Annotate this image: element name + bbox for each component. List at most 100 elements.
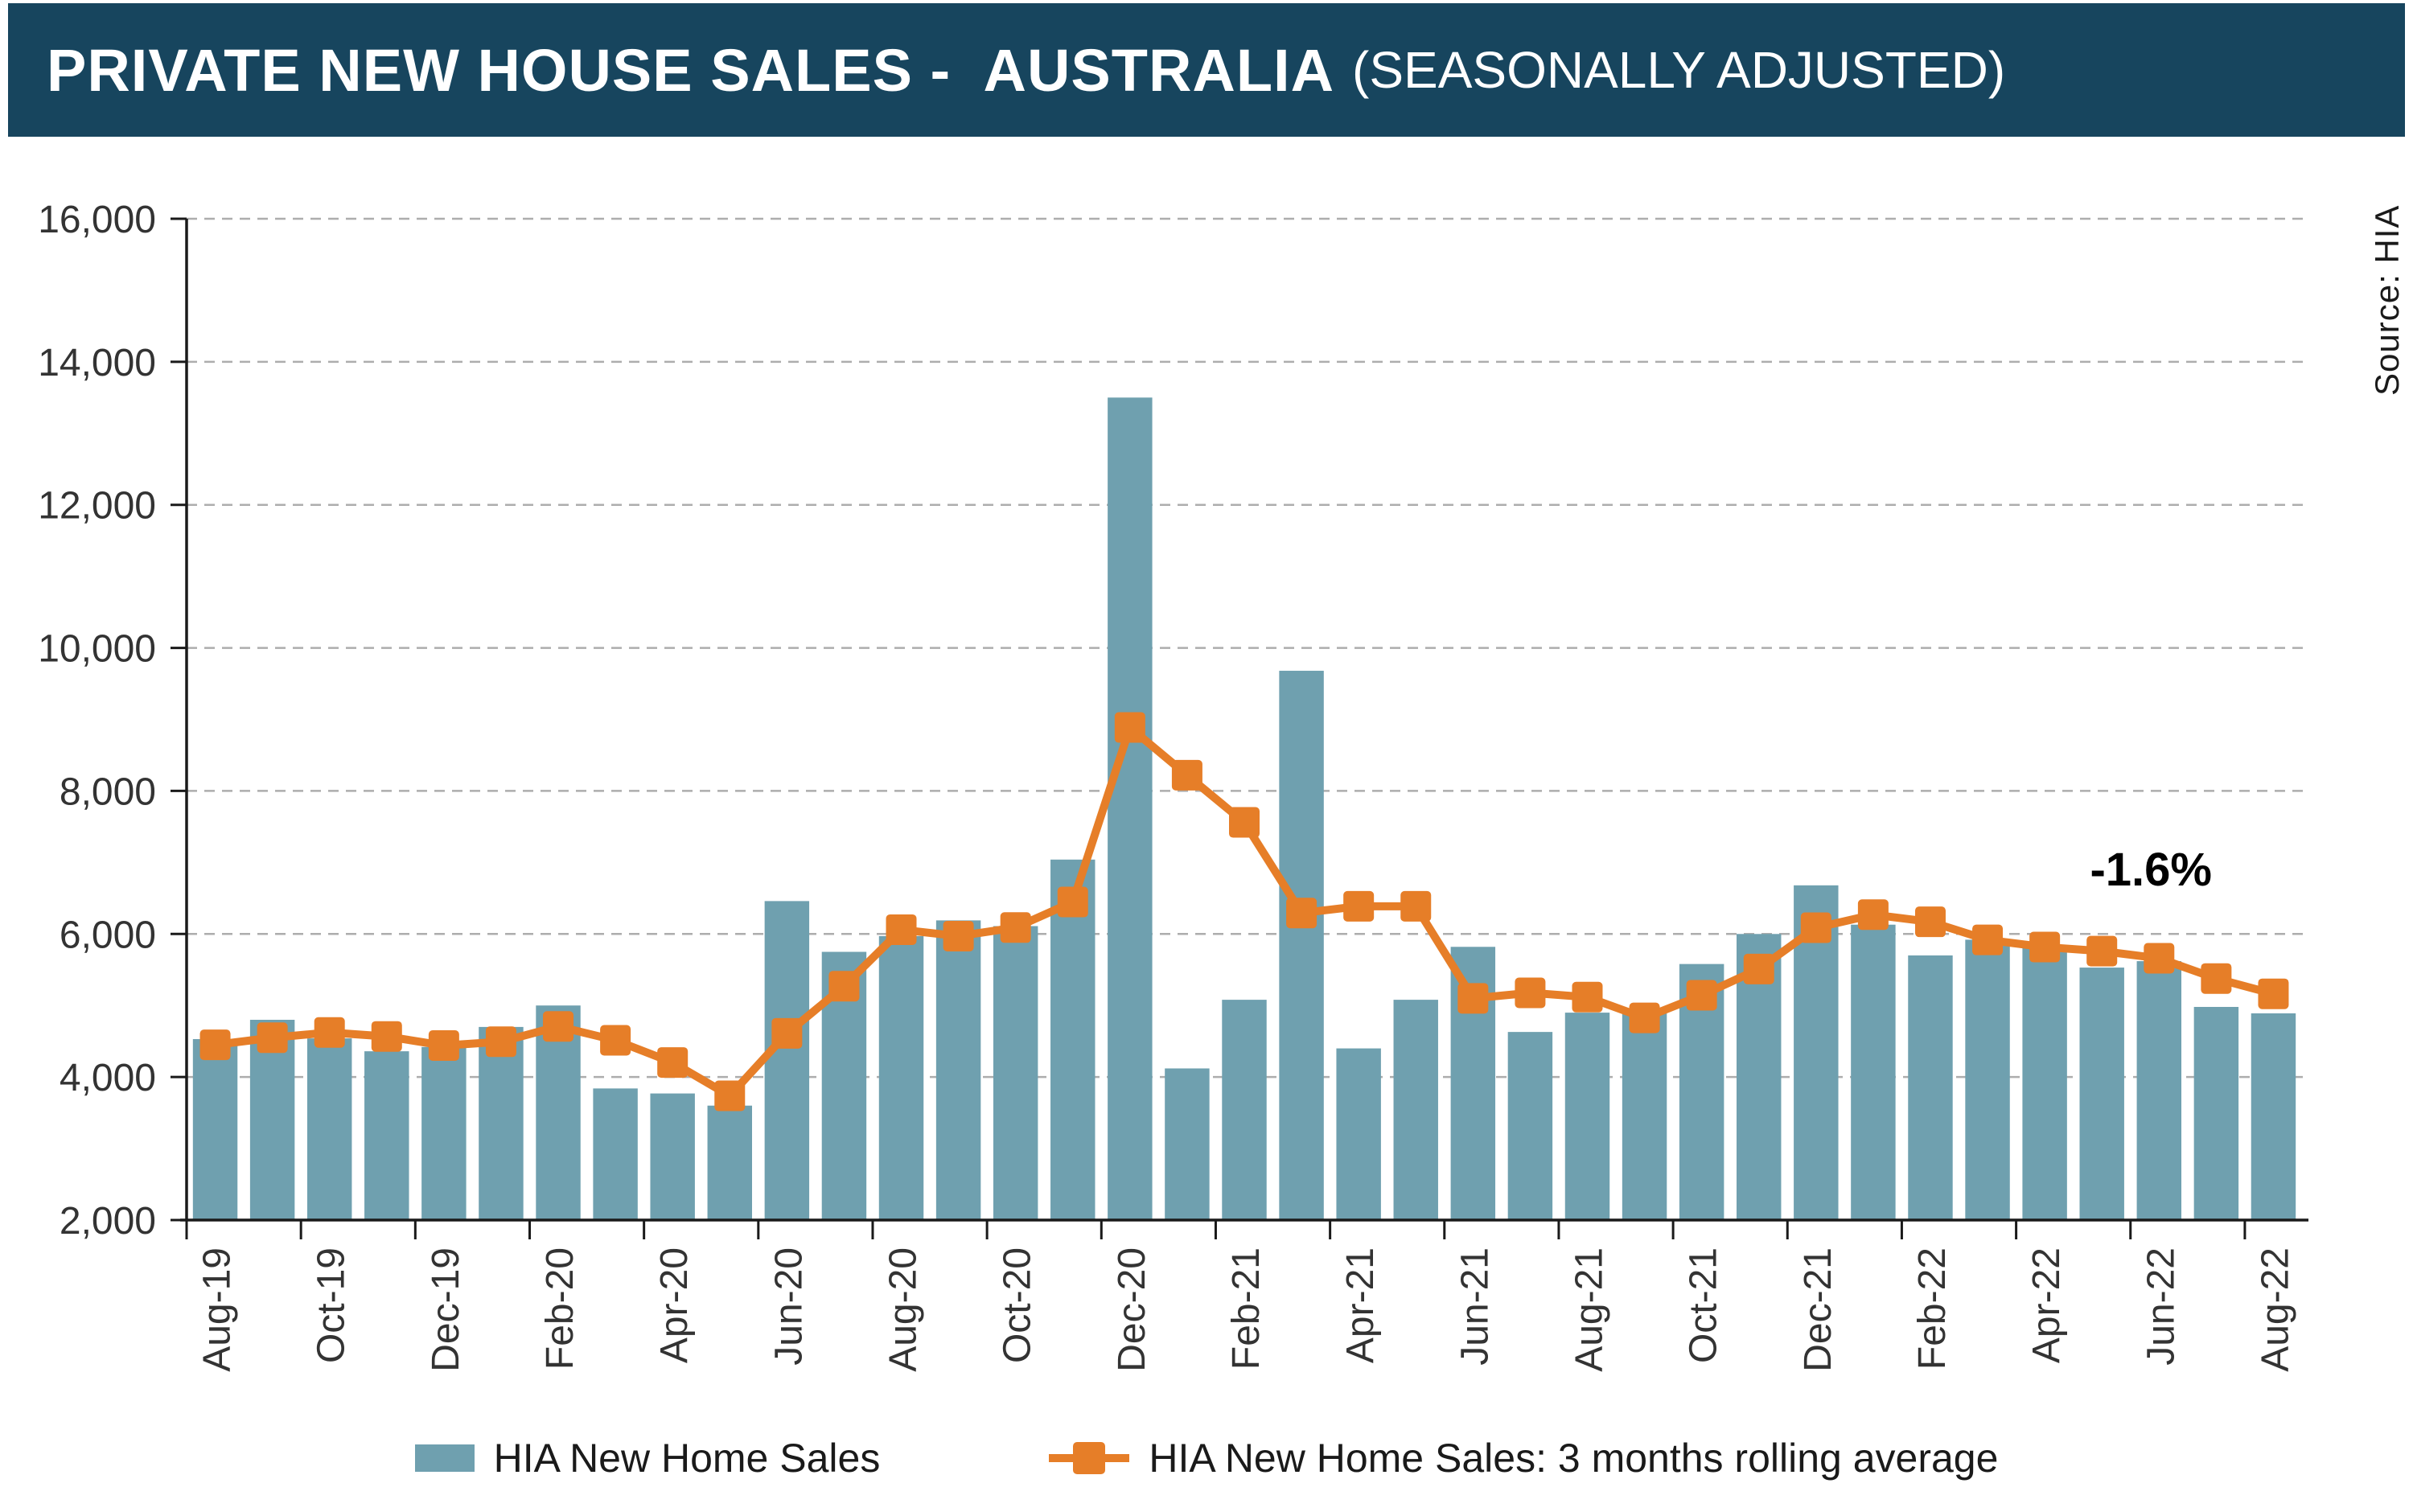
bar-Jun-20 [764, 901, 810, 1220]
rolling-average-marker-Aug-22 [2258, 978, 2289, 1009]
rolling-average-marker-Aug-21 [1572, 981, 1603, 1013]
x-tick-label: Aug-22 [2254, 1247, 2296, 1372]
rolling-average-marker-Jun-21 [1457, 983, 1489, 1014]
x-tick-label: Dec-19 [425, 1247, 467, 1372]
line-series-swatch [1049, 1441, 1130, 1475]
bar-Aug-20 [878, 935, 924, 1220]
bar-May-20 [707, 1105, 752, 1220]
rolling-average-marker-Jul-22 [2201, 963, 2232, 994]
bar-Aug-21 [1564, 1013, 1610, 1220]
rolling-average-marker-May-21 [1400, 890, 1432, 922]
bar-Apr-21 [1336, 1048, 1381, 1220]
x-tick-label: Feb-20 [539, 1247, 582, 1370]
bar-May-21 [1393, 1000, 1438, 1220]
rolling-average-marker-Apr-21 [1343, 890, 1375, 922]
rolling-average-marker-Apr-22 [2029, 931, 2061, 963]
rolling-average-marker-Jan-21 [1171, 759, 1202, 791]
y-tick-label: 10,000 [38, 628, 156, 671]
rolling-average-marker-Jul-20 [828, 971, 860, 1002]
bar-Sep-20 [935, 920, 981, 1220]
rolling-average-marker-Mar-22 [1972, 924, 2004, 955]
x-tick-label: Aug-21 [1568, 1247, 1610, 1372]
page-title-suffix: (SEASONALLY ADJUSTED) [1352, 41, 2006, 99]
rolling-average-marker-Jul-21 [1515, 977, 1546, 1009]
bar-Jan-21 [1165, 1068, 1210, 1220]
x-tick-label: Oct-21 [1683, 1247, 1725, 1363]
rolling-average-marker-Dec-20 [1114, 712, 1145, 743]
bar-Apr-20 [650, 1093, 695, 1220]
rolling-average-marker-Sep-20 [943, 920, 974, 951]
legend-item-rolling-average: HIA New Home Sales: 3 months rolling ave… [1049, 1435, 1998, 1481]
y-tick-label: 12,000 [38, 485, 156, 528]
legend-label: HIA New Home Sales: 3 months rolling ave… [1149, 1436, 1999, 1481]
rolling-average-marker-Apr-20 [657, 1047, 689, 1079]
rolling-average-marker-Feb-20 [543, 1011, 574, 1042]
bar-Mar-21 [1279, 671, 1324, 1220]
x-tick-label: Aug-20 [882, 1247, 925, 1372]
bar-Mar-22 [1965, 939, 2010, 1220]
bar-Jul-22 [2193, 1006, 2239, 1220]
x-tick-label: Jun-22 [2140, 1247, 2182, 1366]
bar-Jan-22 [1851, 924, 1896, 1220]
rolling-average-marker-Feb-21 [1229, 807, 1260, 838]
bar-Apr-22 [2022, 946, 2067, 1220]
x-tick-label: Apr-21 [1339, 1247, 1382, 1363]
source-note: Source: HIA [2368, 204, 2406, 396]
rolling-average-marker-Nov-19 [371, 1021, 402, 1052]
bar-Aug-19 [192, 1039, 238, 1220]
rolling-average-marker-May-20 [714, 1080, 746, 1111]
rolling-average-marker-Mar-21 [1286, 898, 1317, 929]
rolling-average-marker-Aug-19 [199, 1029, 231, 1061]
rolling-average-marker-Oct-21 [1686, 980, 1717, 1011]
bar-Jun-22 [2136, 961, 2182, 1220]
bar-Mar-20 [593, 1088, 638, 1220]
y-tick-label: 6,000 [60, 914, 156, 956]
y-tick-label: 16,000 [38, 199, 156, 241]
x-tick-label: Dec-21 [1797, 1247, 1840, 1372]
rolling-average-marker-Dec-21 [1800, 912, 1831, 943]
bar-Dec-20 [1108, 397, 1153, 1221]
bar-Nov-20 [1050, 859, 1096, 1220]
x-tick-label: Jun-21 [1453, 1247, 1496, 1366]
rolling-average-marker-Mar-20 [600, 1025, 631, 1056]
rolling-average-marker-Sep-19 [257, 1022, 288, 1054]
rolling-average-marker-Oct-20 [1000, 912, 1031, 943]
rolling-average-marker-Jun-22 [2144, 943, 2175, 974]
rolling-average-marker-Jan-20 [485, 1026, 516, 1058]
y-tick-label: 2,000 [60, 1200, 156, 1243]
line-swatch-marker [1073, 1442, 1106, 1474]
x-tick-label: Apr-20 [653, 1247, 696, 1363]
bar-Dec-19 [421, 1046, 467, 1220]
bar-Oct-20 [993, 926, 1038, 1220]
x-tick-label: Dec-20 [1111, 1247, 1153, 1372]
rolling-average-marker-Feb-22 [1914, 906, 1946, 938]
rolling-average-marker-May-22 [2086, 935, 2118, 967]
y-tick-label: 4,000 [60, 1057, 156, 1099]
bar-Aug-22 [2251, 1013, 2296, 1220]
header-band: PRIVATE NEW HOUSE SALES - AUSTRALIA (SEA… [8, 3, 2405, 137]
x-tick-label: Feb-22 [1911, 1247, 1954, 1370]
bar-Sep-19 [249, 1020, 295, 1220]
x-tick-label: Jun-20 [767, 1247, 810, 1366]
x-tick-label: Oct-19 [310, 1247, 353, 1363]
rolling-average-marker-Sep-21 [1629, 1002, 1660, 1033]
bar-Feb-21 [1222, 1000, 1267, 1220]
x-tick-label: Apr-22 [2025, 1247, 2068, 1363]
bar-series-swatch [414, 1444, 475, 1472]
legend: HIA New Home Sales HIA New Home Sales: 3… [0, 1430, 2413, 1486]
rolling-average-marker-Jun-20 [771, 1017, 803, 1049]
rolling-average-marker-Nov-20 [1057, 886, 1088, 918]
bar-Jul-21 [1507, 1032, 1553, 1220]
rolling-average-marker-Nov-21 [1743, 953, 1774, 984]
legend-item-new-home-sales: HIA New Home Sales [414, 1435, 880, 1481]
bar-Jan-20 [479, 1026, 524, 1220]
latest-change-annotation: -1.6% [2090, 844, 2212, 896]
y-tick-label: 14,000 [38, 342, 156, 384]
bar-Nov-19 [364, 1051, 409, 1220]
x-tick-label: Feb-21 [1225, 1247, 1268, 1370]
y-tick-label: 8,000 [60, 770, 156, 813]
rolling-average-marker-Dec-19 [428, 1030, 459, 1062]
x-tick-label: Oct-20 [997, 1247, 1039, 1363]
